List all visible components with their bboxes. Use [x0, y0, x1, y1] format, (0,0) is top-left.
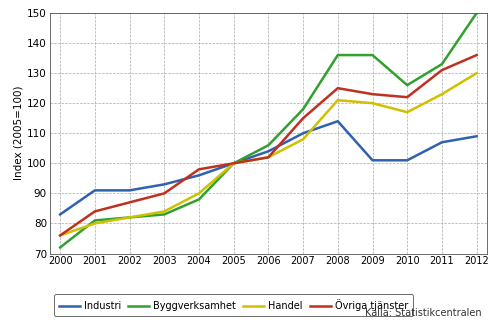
Byggverksamhet [161, 213, 167, 216]
Line: Industri: Industri [60, 121, 477, 214]
Byggverksamhet [265, 143, 271, 147]
Övriga tjänster [474, 53, 480, 57]
Handel [404, 110, 410, 114]
Övriga tjänster [231, 162, 237, 165]
Handel [439, 92, 445, 96]
Handel [265, 155, 271, 159]
Industri [57, 213, 63, 216]
Y-axis label: Index (2005=100): Index (2005=100) [13, 86, 23, 180]
Industri [196, 173, 202, 177]
Byggverksamhet [57, 246, 63, 250]
Byggverksamhet [370, 53, 376, 57]
Handel [196, 191, 202, 195]
Övriga tjänster [439, 68, 445, 72]
Byggverksamhet [335, 53, 341, 57]
Line: Handel: Handel [60, 73, 477, 235]
Byggverksamhet [196, 197, 202, 201]
Industri [404, 158, 410, 162]
Övriga tjänster [370, 92, 376, 96]
Byggverksamhet [404, 83, 410, 87]
Byggverksamhet [127, 215, 133, 219]
Legend: Industri, Byggverksamhet, Handel, Övriga tjänster: Industri, Byggverksamhet, Handel, Övriga… [54, 294, 413, 316]
Industri [265, 149, 271, 153]
Övriga tjänster [127, 201, 133, 204]
Text: Källa: Statistikcentralen: Källa: Statistikcentralen [365, 308, 482, 318]
Industri [335, 119, 341, 123]
Industri [439, 140, 445, 144]
Byggverksamhet [439, 62, 445, 66]
Industri [474, 134, 480, 138]
Industri [370, 158, 376, 162]
Handel [335, 98, 341, 102]
Övriga tjänster [300, 116, 306, 120]
Övriga tjänster [161, 191, 167, 195]
Handel [370, 101, 376, 105]
Handel [92, 222, 98, 226]
Handel [127, 215, 133, 219]
Övriga tjänster [404, 95, 410, 99]
Övriga tjänster [335, 86, 341, 90]
Byggverksamhet [231, 162, 237, 165]
Byggverksamhet [474, 11, 480, 15]
Övriga tjänster [57, 233, 63, 237]
Industri [92, 188, 98, 192]
Handel [57, 233, 63, 237]
Övriga tjänster [92, 209, 98, 213]
Handel [300, 137, 306, 141]
Industri [161, 182, 167, 186]
Handel [231, 162, 237, 165]
Byggverksamhet [92, 218, 98, 222]
Övriga tjänster [196, 167, 202, 171]
Byggverksamhet [300, 107, 306, 111]
Line: Byggverksamhet: Byggverksamhet [60, 13, 477, 248]
Handel [474, 71, 480, 75]
Övriga tjänster [265, 155, 271, 159]
Industri [231, 162, 237, 165]
Industri [300, 131, 306, 135]
Handel [161, 209, 167, 213]
Industri [127, 188, 133, 192]
Line: Övriga tjänster: Övriga tjänster [60, 55, 477, 235]
